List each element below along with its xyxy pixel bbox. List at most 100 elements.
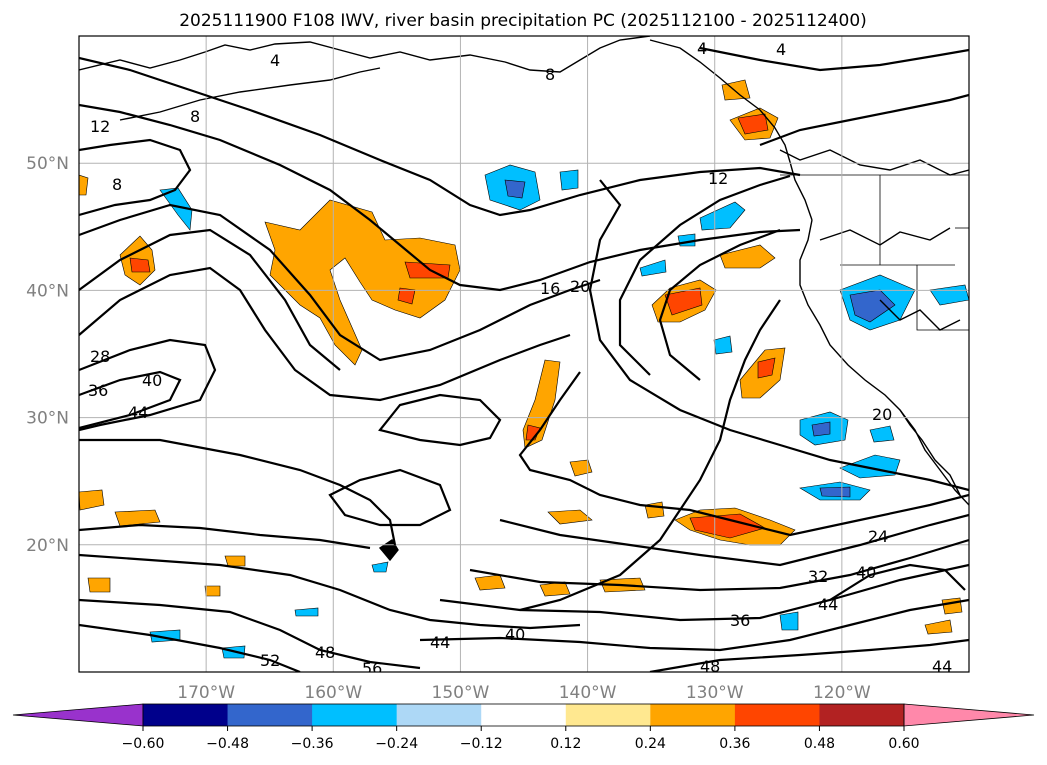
iwv-contours [79,46,969,672]
contour-label: 40 [856,563,876,582]
precip-positive-area [87,577,111,593]
precip-negative-area [294,607,319,617]
alaska-peninsula [119,67,381,121]
colorbar-segment [650,704,736,726]
map-panel: 4 4 4 8 8 8 12 12 16 20 20 24 28 32 36 3… [79,36,969,676]
iwv-contour [79,138,192,217]
precip-positive-area [547,509,593,525]
land-detail [779,149,969,176]
state-borders [780,174,969,331]
iwv-contour [658,228,781,381]
precip-negative-area [371,561,389,573]
colorbar-tick-label: 0.36 [719,736,750,752]
contour-label: 44 [430,633,450,652]
iwv-contour [699,46,969,72]
latitude-label: 20°N [26,536,69,556]
iwv-contour [79,266,571,402]
iwv-contour [79,338,217,432]
precip-positive-area [114,509,161,527]
precip-negative-area [504,179,526,199]
colorbar [12,703,1035,727]
colorbar-tick-label: −0.48 [206,736,249,752]
contour-label: 40 [142,371,162,390]
precip-positive-area [569,459,593,477]
colorbar-segment [565,704,651,726]
precip-negative-area [811,421,831,437]
map-frame [78,35,970,673]
precip-positive-area [757,357,776,379]
precip-negative-area [819,486,851,498]
iwv-contour [759,93,969,147]
iwv-contour [79,553,581,630]
precip-positive-area [924,619,953,635]
colorbar-tick-label: 0.60 [888,736,919,752]
iwv-contour [829,563,966,601]
colorbar-tick-label: −0.12 [460,736,503,752]
contour-label: 48 [700,657,720,676]
colorbar-segment [227,704,313,726]
colorbar-outline [142,703,905,727]
longitude-label: 140°W [559,683,617,703]
iwv-contour [79,103,801,292]
longitude-label: 130°W [686,683,744,703]
iwv-contour [79,598,421,670]
iwv-contour [649,638,969,672]
iwv-contour [518,371,969,537]
iwv-contour [79,623,301,672]
colorbar-tick-label: 0.12 [550,736,581,752]
bc-coastline [649,39,813,221]
precip-positive-area [941,597,963,615]
contour-label: 4 [776,40,786,59]
longitude-label: 170°W [177,683,235,703]
latitude-labels: 50°N 40°N 30°N 20°N [26,154,69,556]
iwv-contour [469,538,969,592]
colorbar-segment [734,704,820,726]
latitude-label: 30°N [26,409,69,429]
iwv-contour [588,179,969,492]
us-west-coastline [799,219,969,506]
contour-label: 24 [868,527,888,546]
precip-negative-area [639,259,667,277]
contour-label: 44 [932,657,952,676]
iwv-contour [378,393,502,447]
colorbar-labels: −0.60 −0.48 −0.36 −0.24 −0.12 0.12 0.24 0.36 0.4… [122,726,920,752]
iwv-contour [328,468,452,527]
iwv-contour [439,563,969,622]
contour-label: 36 [88,381,108,400]
precip-positive-area [204,585,221,597]
precip-positive-area [737,113,769,135]
precip-positive-area [689,513,766,539]
colorbar-segment [396,704,482,726]
colorbar-tick-label: −0.24 [375,736,418,752]
precip-negative-area [869,425,895,443]
iwv-contour [419,598,969,652]
colorbar-segment [819,704,905,726]
contour-label: 36 [730,611,750,630]
iwv-contour [79,523,371,550]
precip-negative-area [699,201,746,231]
precip-positive-area [397,287,416,305]
precip-positive-area [719,244,776,269]
contour-labels: 4 4 4 8 8 8 12 12 16 20 20 24 28 32 36 3… [88,39,952,676]
longitude-label: 150°W [432,683,490,703]
iwv-contour [79,438,397,546]
iwv-contour [618,174,791,376]
contour-label: 52 [260,651,280,670]
precip-negative-area [713,335,733,355]
contour-label: 20 [872,405,892,424]
latitude-label: 50°N [26,154,69,174]
contour-label: 44 [128,403,148,422]
precip-negative-area [779,611,799,631]
longitude-label: 120°W [813,683,871,703]
iwv-contour [79,56,801,217]
precip-negative-area [559,169,579,191]
figure-title: 2025111900 F108 IWV, river basin precipi… [179,11,867,31]
contour-label: 4 [270,51,280,70]
land-detail [879,299,961,331]
iwv-contour [499,513,969,567]
iwv-contour [79,203,601,362]
alaska-coastline [79,36,651,73]
contour-label: 44 [818,595,838,614]
contour-label: 16 [540,279,560,298]
